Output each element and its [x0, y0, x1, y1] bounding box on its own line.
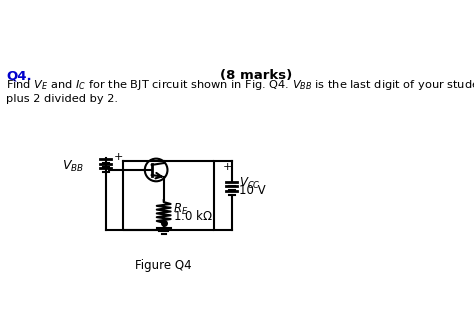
Text: 1.0 k$\Omega$: 1.0 k$\Omega$	[173, 209, 213, 223]
Text: $V_{BB}$: $V_{BB}$	[63, 159, 84, 174]
Text: (8 marks): (8 marks)	[220, 69, 292, 82]
Text: Find $V_E$ and $I_C$ for the BJT circuit shown in Fig. Q4. $V_{BB}$ is the last : Find $V_E$ and $I_C$ for the BJT circuit…	[6, 78, 474, 104]
Text: −: −	[113, 164, 124, 177]
Text: +: +	[113, 153, 123, 163]
Text: $R_E$: $R_E$	[173, 201, 189, 216]
Text: 10 V: 10 V	[239, 183, 266, 196]
Text: $V_{CC}$: $V_{CC}$	[239, 176, 261, 191]
Text: Figure Q4: Figure Q4	[136, 259, 192, 272]
Text: +: +	[223, 163, 232, 172]
Text: Q4.: Q4.	[6, 69, 32, 82]
